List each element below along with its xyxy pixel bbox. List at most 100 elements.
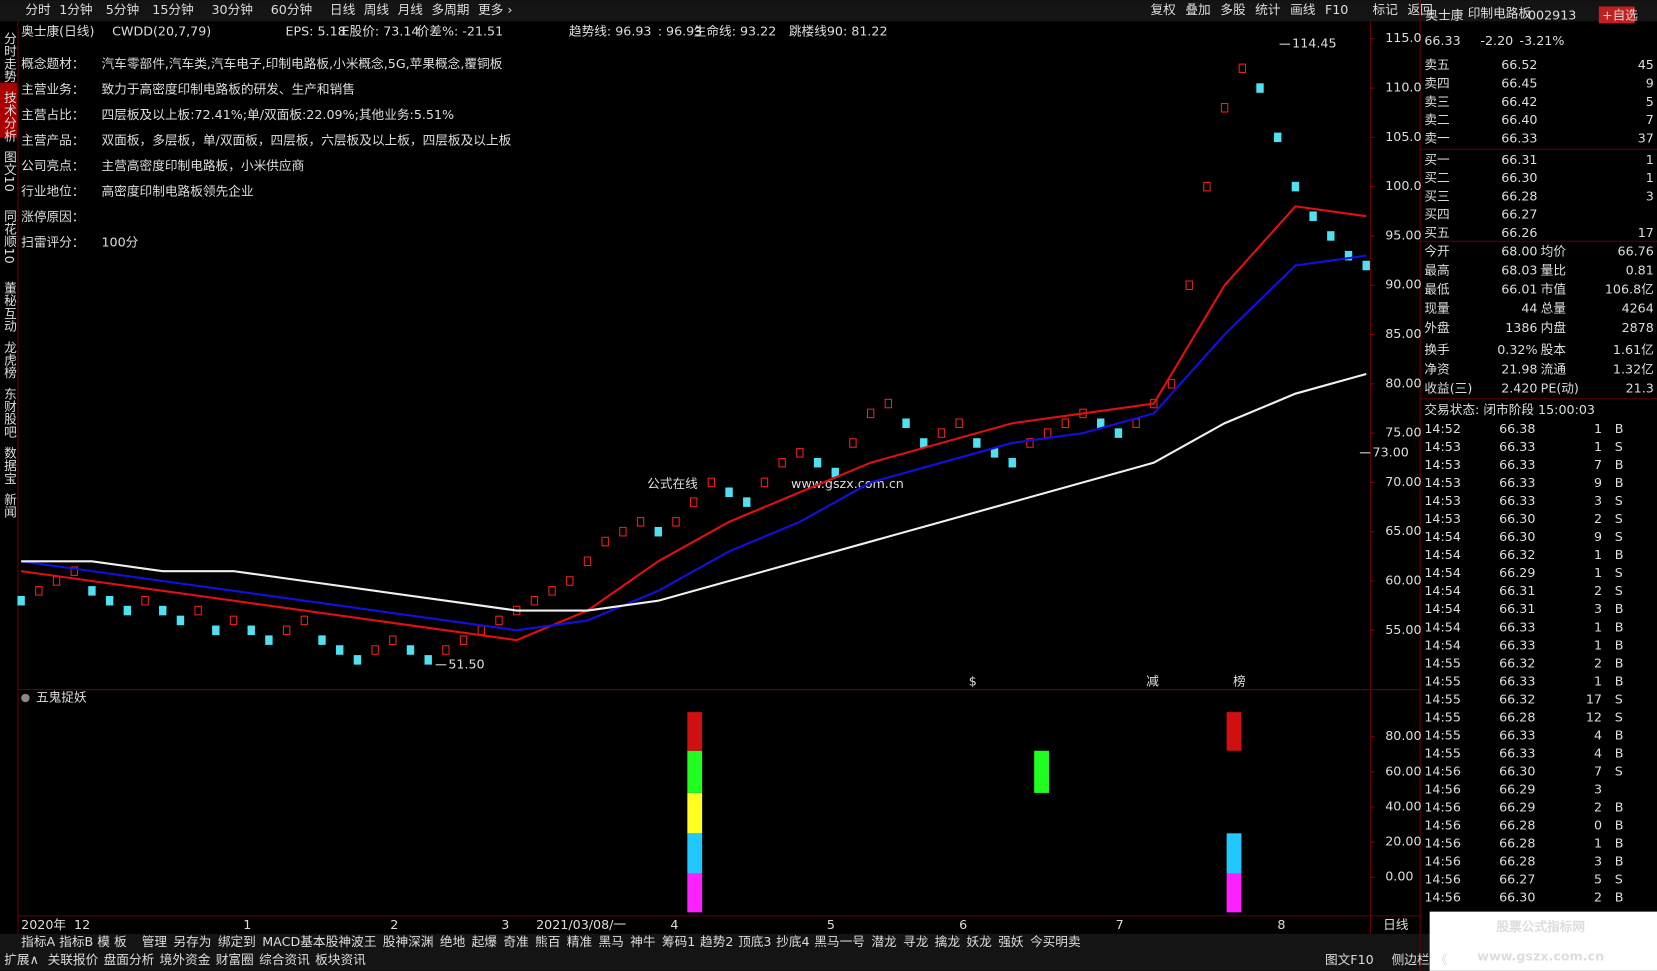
trade-side: B: [1615, 421, 1624, 436]
x-tick-label: 3: [501, 917, 509, 932]
menu-item[interactable]: 30分钟: [211, 2, 252, 17]
tab[interactable]: 财富圈: [216, 952, 254, 967]
side-tab[interactable]: 董秘互动: [2, 281, 17, 333]
menu-item[interactable]: 日线: [330, 2, 356, 17]
y-tick-label: 105.0: [1385, 129, 1421, 144]
menu-item[interactable]: 15分钟: [152, 2, 193, 17]
side-tab[interactable]: 新闻: [2, 492, 17, 519]
tab[interactable]: 潜龙: [871, 934, 897, 949]
collapse-icon[interactable]: [21, 693, 30, 703]
menu-item[interactable]: 更多 ›: [478, 2, 512, 17]
change-pct: -3.21%: [1520, 33, 1565, 48]
trade-price: 66.33: [1499, 457, 1535, 472]
tab[interactable]: 起爆: [472, 934, 498, 949]
menu-item[interactable]: 多周期: [431, 2, 469, 17]
tab[interactable]: 《: [1435, 952, 1448, 967]
side-tab[interactable]: 技术分析: [2, 91, 17, 142]
trade-volume: 2: [1594, 583, 1602, 598]
add-button-label[interactable]: +自选: [1602, 7, 1638, 22]
tab[interactable]: 股神深渊: [383, 934, 434, 949]
signal-bar: [1226, 873, 1242, 913]
menu-item[interactable]: 多股: [1220, 2, 1246, 17]
tab[interactable]: 绑定到: [218, 934, 256, 949]
tab[interactable]: 顶底3: [738, 934, 771, 949]
menu-item[interactable]: 月线: [398, 2, 424, 17]
price: 66.33: [1424, 33, 1460, 48]
tab[interactable]: 趋势2: [700, 934, 733, 949]
side-tab[interactable]: 东财股吧: [2, 387, 17, 438]
tab[interactable]: 境外资金: [160, 952, 211, 967]
side-tab[interactable]: 同花顺10: [2, 210, 17, 264]
side-tab[interactable]: 数据宝: [2, 446, 17, 485]
tab[interactable]: 盘面分析: [104, 952, 155, 967]
tab[interactable]: 寻龙: [903, 934, 929, 949]
tab[interactable]: 抄底4: [776, 934, 809, 949]
menu-item[interactable]: F10: [1325, 2, 1348, 17]
tab[interactable]: 指标B: [59, 934, 93, 949]
x-tick-label: 7: [1116, 917, 1124, 932]
menu-item[interactable]: 5分钟: [106, 2, 139, 17]
menu-item[interactable]: 返回: [1407, 2, 1432, 17]
side-tab[interactable]: 图文10: [2, 150, 17, 192]
tab[interactable]: 图文F10: [1325, 952, 1374, 967]
trade-time: 14:55: [1424, 709, 1461, 724]
tab[interactable]: 指标A: [21, 934, 55, 949]
menu-item[interactable]: 复权: [1150, 2, 1176, 17]
tab[interactable]: 黑马: [599, 934, 624, 949]
tab[interactable]: 侧边栏: [1392, 952, 1430, 967]
tab[interactable]: 股神波王: [326, 934, 377, 949]
trade-price: 66.33: [1499, 493, 1535, 508]
menu-item[interactable]: 60分钟: [271, 2, 312, 17]
tab[interactable]: 管理: [142, 934, 168, 949]
tab[interactable]: 板块资讯: [315, 952, 366, 967]
menu-item[interactable]: 周线: [364, 2, 390, 17]
trade-volume: 5: [1594, 872, 1602, 887]
y-tick-label: 95.00: [1385, 227, 1421, 242]
tab[interactable]: 熊百: [535, 934, 560, 949]
tab[interactable]: 绝地: [440, 934, 466, 949]
stat-value: 1386: [1505, 320, 1537, 335]
menu-item[interactable]: 标记: [1373, 2, 1399, 17]
tab[interactable]: 模 板: [97, 934, 127, 949]
tab[interactable]: 妖龙: [966, 934, 992, 949]
brand: www.gszx.com.cn: [1477, 949, 1604, 964]
candle: [229, 615, 238, 626]
menu-item[interactable]: 1分钟: [59, 2, 92, 17]
tab[interactable]: MACD基本: [262, 934, 326, 949]
tab[interactable]: 另存为: [173, 934, 211, 949]
trade-time: 14:53: [1424, 439, 1461, 454]
tab[interactable]: 擒龙: [935, 934, 961, 949]
menu-item[interactable]: 统计: [1255, 2, 1281, 17]
candle: [1061, 418, 1070, 429]
menu-item[interactable]: 画线: [1290, 2, 1316, 17]
side-tab[interactable]: 分时走势: [2, 32, 17, 83]
tab[interactable]: 综合资讯: [259, 952, 310, 967]
candle: [123, 605, 132, 616]
tab[interactable]: 今买明卖: [1030, 934, 1081, 949]
trade-volume: 2: [1594, 890, 1602, 905]
trade-side: B: [1615, 727, 1624, 742]
tab[interactable]: 筹码1: [662, 934, 695, 949]
candle: [371, 645, 379, 655]
candle: [955, 418, 963, 429]
tab[interactable]: 关联报价: [48, 952, 99, 967]
stat-label: 量比: [1541, 262, 1566, 277]
tab[interactable]: 神牛: [630, 934, 656, 949]
stat-value: 44: [1521, 301, 1537, 316]
trade-time: 14:55: [1424, 727, 1461, 742]
menu-item[interactable]: 叠加: [1185, 2, 1210, 17]
tab[interactable]: 扩展∧: [4, 952, 39, 967]
tab[interactable]: 精准: [567, 934, 593, 949]
side-tab[interactable]: 龙虎榜: [2, 341, 17, 380]
candle: [35, 586, 43, 596]
tab[interactable]: 黑马一号: [814, 934, 865, 949]
candle: [548, 586, 556, 596]
add-button[interactable]: [1598, 6, 1635, 24]
tab[interactable]: 奇准: [503, 934, 529, 949]
info-label: 主营占比：: [21, 107, 84, 122]
x-tick-label: 5: [827, 917, 835, 932]
trade-side: B: [1615, 619, 1624, 634]
menu-item[interactable]: 分时: [25, 2, 51, 17]
tab[interactable]: 强妖: [998, 934, 1024, 949]
candle: [424, 655, 432, 665]
